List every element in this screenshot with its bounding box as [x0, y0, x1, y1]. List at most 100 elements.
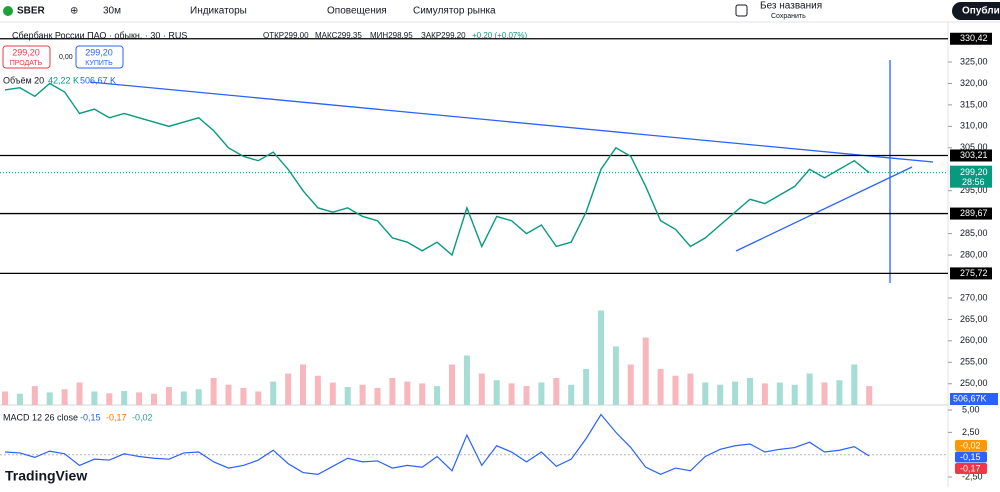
volume-bar: [449, 364, 455, 405]
volume-bar: [732, 381, 739, 405]
volume-bar: [806, 373, 813, 405]
volume-bar: [851, 364, 858, 405]
indicators[interactable]: Индикаторы: [190, 6, 247, 17]
macd-label: -0,15: [960, 452, 981, 462]
price-tick-label: 280,00: [960, 249, 988, 259]
volume-bar: [761, 383, 768, 405]
price-tick-label: 295,00: [960, 185, 988, 195]
volume-bar: [240, 387, 247, 405]
volume-bar: [329, 382, 336, 405]
volume-bar: [598, 310, 604, 405]
add-symbol[interactable]: ⊕: [70, 6, 78, 17]
volume-bar: [463, 355, 470, 405]
volume-bar: [583, 369, 590, 405]
volume-bar: [225, 384, 232, 405]
macd-tick-label: 2,50: [962, 427, 980, 437]
replay[interactable]: Симулятор рынка: [413, 6, 496, 17]
sell-button[interactable]: [2, 45, 51, 69]
volume-bar: [687, 373, 694, 405]
volume-bar: [314, 375, 321, 405]
volume-value: 42,22 K: [48, 75, 79, 85]
price-tick-label: 310,00: [960, 121, 988, 131]
volume-bar: [344, 387, 351, 405]
price-line: [4, 82, 870, 257]
volume-bar: [747, 378, 753, 405]
volume-bar: [270, 381, 277, 405]
price-tick-label: 260,00: [960, 335, 988, 345]
volume-bar: [106, 393, 113, 405]
volume-bar: [389, 378, 396, 405]
volume-bar: [91, 391, 98, 405]
brand: TradingView: [5, 468, 87, 484]
volume-bar: [2, 391, 8, 405]
volume-bar: [493, 380, 500, 405]
volume-bar: [657, 369, 664, 405]
layout-name[interactable]: Без названия: [760, 1, 822, 12]
volume-bar: [866, 386, 873, 405]
macd-legend: MACD 12 26 close: [3, 412, 78, 422]
volume-bar: [210, 378, 217, 405]
level-label-box: [950, 32, 992, 45]
volume-bar: [523, 386, 530, 405]
legend-low: МИН298,95: [370, 31, 413, 40]
level-label-box: [950, 149, 992, 162]
volume-bar: [300, 364, 306, 405]
legend-open: ОТКР299,00: [263, 31, 309, 40]
volume-bar: [121, 391, 128, 405]
volume-bar: [61, 389, 68, 405]
volume-legend: Объём 20: [3, 75, 44, 85]
price-tick-label: 255,00: [960, 357, 988, 367]
volume-bar: [419, 383, 426, 405]
last-price-box: [950, 165, 992, 188]
alerts[interactable]: Оповещения: [327, 6, 387, 17]
spread: 0,00: [59, 54, 73, 61]
publish-button[interactable]: [952, 2, 1000, 20]
legend-change: +0,20 (+0,07%): [472, 31, 527, 40]
volume-bar: [31, 386, 38, 405]
volume-bar: [255, 391, 262, 405]
macd-label: -0,17: [960, 463, 981, 473]
symbol[interactable]: SBER: [17, 6, 46, 17]
volume-bar: [627, 364, 634, 405]
volume-bar: [538, 382, 545, 405]
volume-bar: [46, 392, 53, 405]
macd-value: -0,15: [80, 412, 101, 422]
macd-label: -0,02: [960, 440, 981, 450]
toolbar: [0, 0, 1000, 22]
volume-bar: [434, 386, 441, 405]
sell-price: 299,20: [12, 47, 40, 57]
volume-bar: [821, 382, 828, 405]
macd-line: [4, 413, 870, 476]
sell-label: ПРОДАТЬ: [10, 60, 43, 67]
price-tick-label: 265,00: [960, 314, 988, 324]
save[interactable]: Сохранить: [771, 13, 806, 20]
buy-label: КУПИТЬ: [85, 60, 113, 67]
volume-bar: [776, 382, 783, 405]
level-label: 303,21: [960, 150, 988, 160]
volume-bar: [374, 387, 381, 405]
price-tick-label: 325,00: [960, 56, 988, 66]
volume-bar: [568, 384, 575, 405]
buy-button[interactable]: [75, 45, 124, 69]
level-label: 289,67: [960, 208, 988, 218]
volume-bar: [836, 380, 843, 405]
macd-label-box: [955, 451, 987, 463]
volume-bar: [165, 387, 172, 405]
macd-label-box: [955, 440, 987, 451]
volume-bar: [404, 381, 411, 405]
macd-tick-label: 5,00: [962, 404, 980, 414]
price-tick-label: 270,00: [960, 292, 988, 302]
interval[interactable]: 30м: [103, 6, 121, 17]
volume-ma: 506,67 K: [80, 75, 116, 85]
publish[interactable]: Опублик: [962, 5, 1000, 17]
volume-bar: [180, 391, 187, 405]
price-tick-label: 315,00: [960, 99, 988, 109]
volume-bar: [791, 384, 798, 405]
level-label: 330,42: [960, 33, 988, 43]
volume-bar: [195, 389, 202, 405]
volume-bar: [359, 384, 366, 405]
volume-bar: [136, 392, 143, 405]
price-tick-label: 305,00: [960, 142, 988, 152]
volume-bar: [16, 393, 23, 405]
